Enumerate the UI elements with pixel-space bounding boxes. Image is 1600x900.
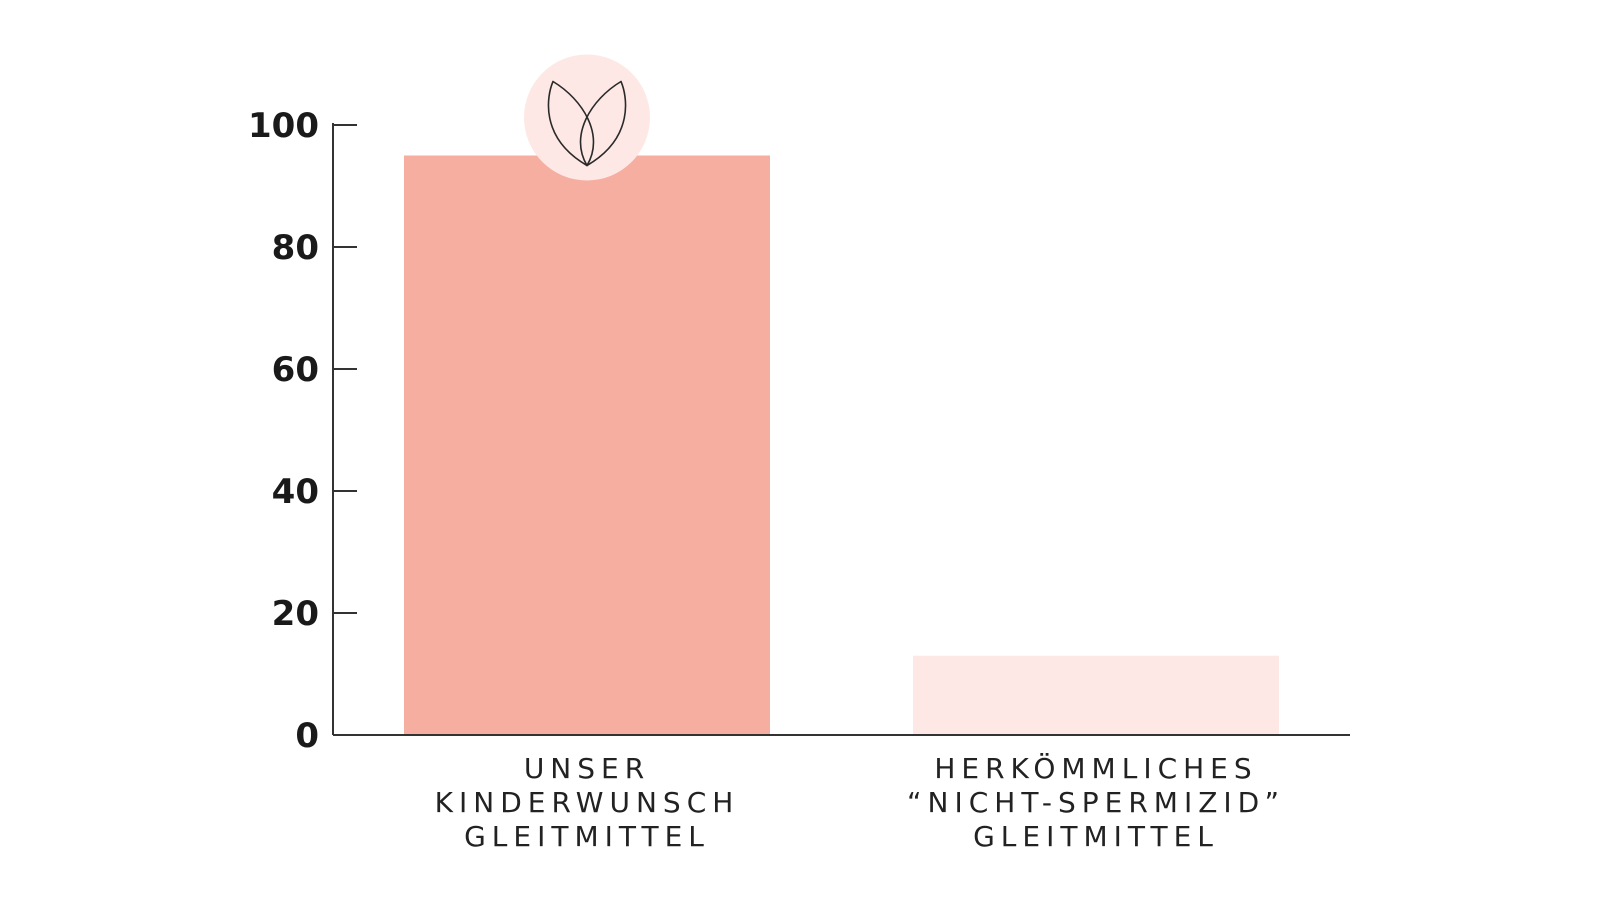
y-tick-label: 100 bbox=[248, 106, 319, 146]
y-axis: 0 20 40 60 80 100 bbox=[248, 106, 357, 756]
lotus-petal-left bbox=[547, 80, 595, 167]
x-tick-label: HERKÖMMLICHES bbox=[934, 751, 1257, 785]
bars bbox=[404, 155, 1279, 735]
y-tick-label: 80 bbox=[272, 228, 319, 268]
lotus-icon bbox=[547, 80, 627, 167]
y-tick-label: 20 bbox=[272, 594, 319, 634]
y-tick-label: 60 bbox=[272, 350, 319, 390]
x-axis-labels: UNSERKINDERWUNSCHGLEITMITTELHERKÖMMLICHE… bbox=[435, 751, 1285, 853]
bar bbox=[404, 155, 770, 735]
x-tick-label: GLEITMITTEL bbox=[973, 820, 1219, 853]
badge bbox=[524, 54, 650, 181]
x-tick-label: GLEITMITTEL bbox=[464, 820, 710, 853]
x-tick-label: UNSER bbox=[524, 752, 650, 785]
lotus-petal-right bbox=[579, 80, 627, 167]
y-tick-label: 0 bbox=[295, 716, 319, 756]
x-tick-label: “NICHT-SPERMIZID” bbox=[907, 786, 1285, 819]
y-tick-label: 40 bbox=[272, 472, 319, 512]
bar bbox=[913, 655, 1279, 735]
x-tick-label: KINDERWUNSCH bbox=[435, 786, 740, 819]
